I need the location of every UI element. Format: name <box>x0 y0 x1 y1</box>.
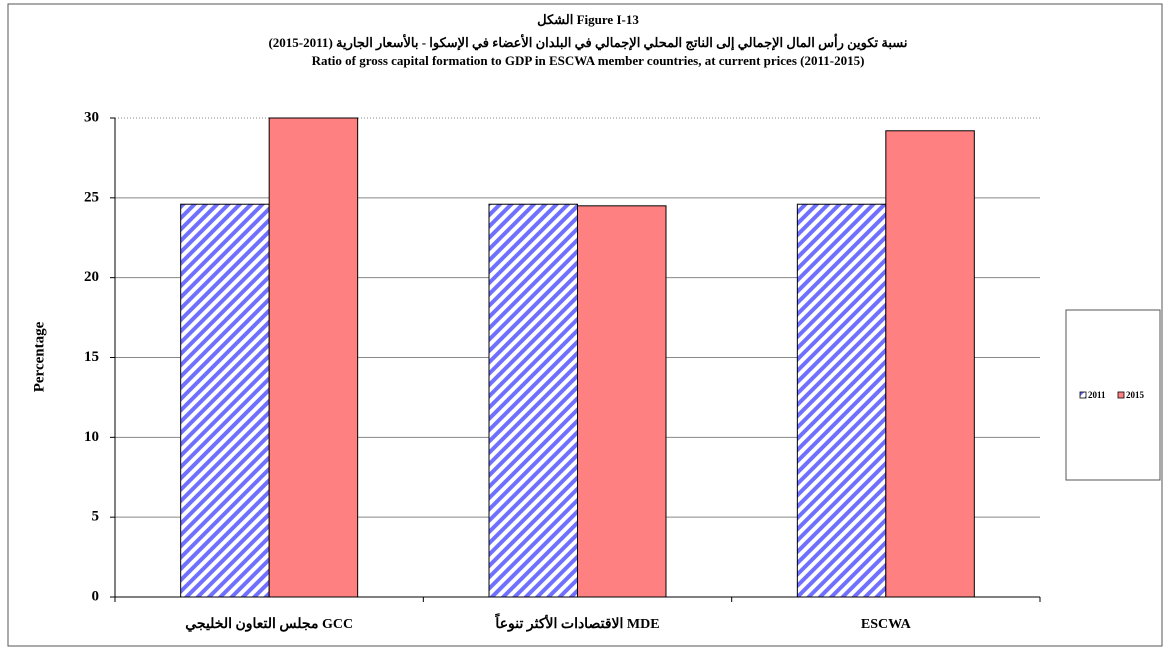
legend-swatch <box>1079 391 1087 399</box>
bar <box>488 203 578 598</box>
x-tick-label: الاقتصادات الأكثر تنوعاً MDE <box>495 613 660 632</box>
bar <box>268 117 359 598</box>
chart-subtitle: Ratio of gross capital formation to GDP … <box>312 53 865 68</box>
x-tick-label: مجلس التعاون الخليجي GCC <box>185 617 353 632</box>
bar <box>180 203 270 598</box>
y-axis-label: Percentage <box>31 321 47 392</box>
chart-title: الشكل Figure I-13 <box>537 12 639 27</box>
y-tick-label: 30 <box>84 109 99 125</box>
y-tick-label: 10 <box>84 429 99 445</box>
y-tick-label: 0 <box>92 588 100 604</box>
legend-label: 2011 <box>1088 390 1106 400</box>
bar <box>885 130 975 598</box>
bar <box>577 205 667 598</box>
legend-label: 2015 <box>1126 390 1145 400</box>
chart-subtitle: نسبة تكوين رأس المال الإجمالي إلى الناتج… <box>268 34 907 51</box>
chart-border <box>7 3 1163 647</box>
bar <box>796 203 887 598</box>
y-tick-label: 20 <box>84 269 99 285</box>
legend-swatch <box>1117 391 1125 399</box>
y-tick-label: 15 <box>84 349 99 365</box>
y-tick-label: 25 <box>84 189 99 205</box>
x-tick-label: ESCWA <box>861 617 912 632</box>
y-tick-label: 5 <box>92 509 100 525</box>
